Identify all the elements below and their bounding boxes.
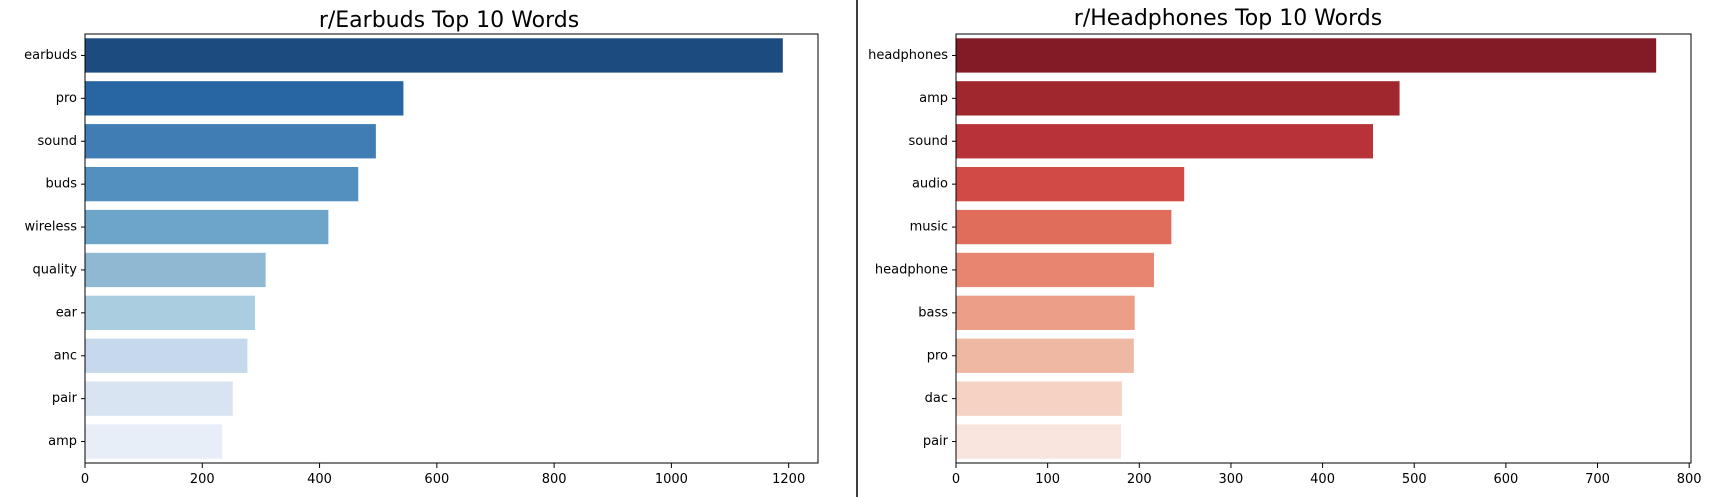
headphones-y-tick-label: pro (927, 348, 948, 363)
headphones-bar-amp (956, 81, 1400, 116)
headphones-y-tick-label: headphones (868, 48, 948, 63)
earbuds-bar-amp (85, 424, 223, 459)
earbuds-y-tick-label: wireless (25, 220, 78, 235)
headphones-bar-bass (956, 295, 1135, 331)
headphones-plot-frame (955, 33, 1692, 464)
earbuds-y-tick-label: quality (33, 262, 78, 277)
headphones-bar-music (956, 209, 1172, 245)
headphones-x-tick-label: 400 (1310, 472, 1335, 487)
headphones-chart-title: r/Headphones Top 10 Words (1074, 6, 1382, 31)
headphones-y-tick-label: headphone (875, 262, 948, 277)
headphones-y-tick-label: music (910, 220, 948, 235)
headphones-y-tick-label: dac (925, 391, 948, 406)
headphones-bar-headphones (956, 38, 1657, 73)
earbuds-bar-buds (85, 166, 359, 202)
earbuds-bar-ear (85, 295, 256, 331)
headphones-bar-pro (956, 338, 1134, 373)
earbuds-x-tick-label: 600 (424, 472, 449, 487)
headphones-chart: r/Headphones Top 10 Words headphones amp s… (868, 6, 1702, 487)
earbuds-y-tick-label: anc (54, 348, 77, 363)
earbuds-bar-sound (85, 124, 376, 159)
headphones-y-tick-label: bass (918, 305, 948, 320)
headphones-x-ticks: 0 100 200 300 400 500 600 700 800 (952, 463, 1702, 487)
earbuds-x-tick-label: 0 (81, 472, 89, 487)
earbuds-y-tick-label: pair (52, 391, 78, 406)
headphones-bars (956, 38, 1657, 459)
earbuds-bars (85, 38, 783, 459)
headphones-bar-audio (956, 166, 1185, 202)
headphones-x-tick-label: 0 (952, 472, 960, 487)
earbuds-x-ticks: 0 200 400 600 800 1000 1200 (81, 463, 805, 487)
earbuds-chart-title: r/Earbuds Top 10 Words (319, 8, 579, 33)
earbuds-y-tick-label: earbuds (24, 48, 77, 63)
earbuds-bar-pro (85, 81, 404, 116)
earbuds-x-tick-label: 400 (307, 472, 332, 487)
headphones-bar-sound (956, 124, 1373, 159)
earbuds-bar-quality (85, 252, 266, 288)
headphones-x-tick-label: 500 (1402, 472, 1427, 487)
headphones-bar-dac (956, 381, 1122, 416)
headphones-bar-pair (956, 424, 1121, 459)
earbuds-x-tick-label: 1000 (655, 472, 688, 487)
headphones-x-tick-label: 100 (1035, 472, 1060, 487)
earbuds-y-tick-label: amp (48, 434, 77, 449)
earbuds-bar-earbuds (85, 38, 783, 73)
headphones-x-tick-label: 700 (1585, 472, 1610, 487)
headphones-y-tick-label: amp (919, 91, 948, 106)
earbuds-bar-anc (85, 338, 248, 373)
earbuds-y-tick-label: buds (45, 177, 77, 192)
earbuds-x-tick-label: 200 (190, 472, 215, 487)
headphones-x-tick-label: 300 (1219, 472, 1244, 487)
earbuds-y-tick-labels: earbuds pro sound buds wireless quality ear anc… (24, 48, 85, 449)
headphones-x-tick-label: 200 (1127, 472, 1152, 487)
headphones-y-tick-label: audio (912, 177, 948, 192)
headphones-x-tick-label: 600 (1493, 472, 1518, 487)
headphones-x-tick-label: 800 (1677, 472, 1702, 487)
earbuds-bar-wireless (85, 209, 329, 245)
earbuds-plot-frame (84, 33, 819, 464)
headphones-y-tick-label: sound (909, 134, 948, 149)
earbuds-y-tick-label: pro (56, 91, 77, 106)
headphones-y-tick-labels: headphones amp sound audio music headphone bas… (868, 48, 956, 449)
earbuds-x-tick-label: 800 (542, 472, 567, 487)
earbuds-bar-pair (85, 381, 233, 416)
earbuds-x-tick-label: 1200 (772, 472, 805, 487)
headphones-bar-headphone (956, 252, 1154, 288)
earbuds-y-tick-label: ear (56, 305, 78, 320)
headphones-y-tick-label: pair (923, 434, 949, 449)
earbuds-y-tick-label: sound (38, 134, 77, 149)
earbuds-chart: r/Earbuds Top 10 Words earbuds pro sound bu… (24, 8, 819, 487)
